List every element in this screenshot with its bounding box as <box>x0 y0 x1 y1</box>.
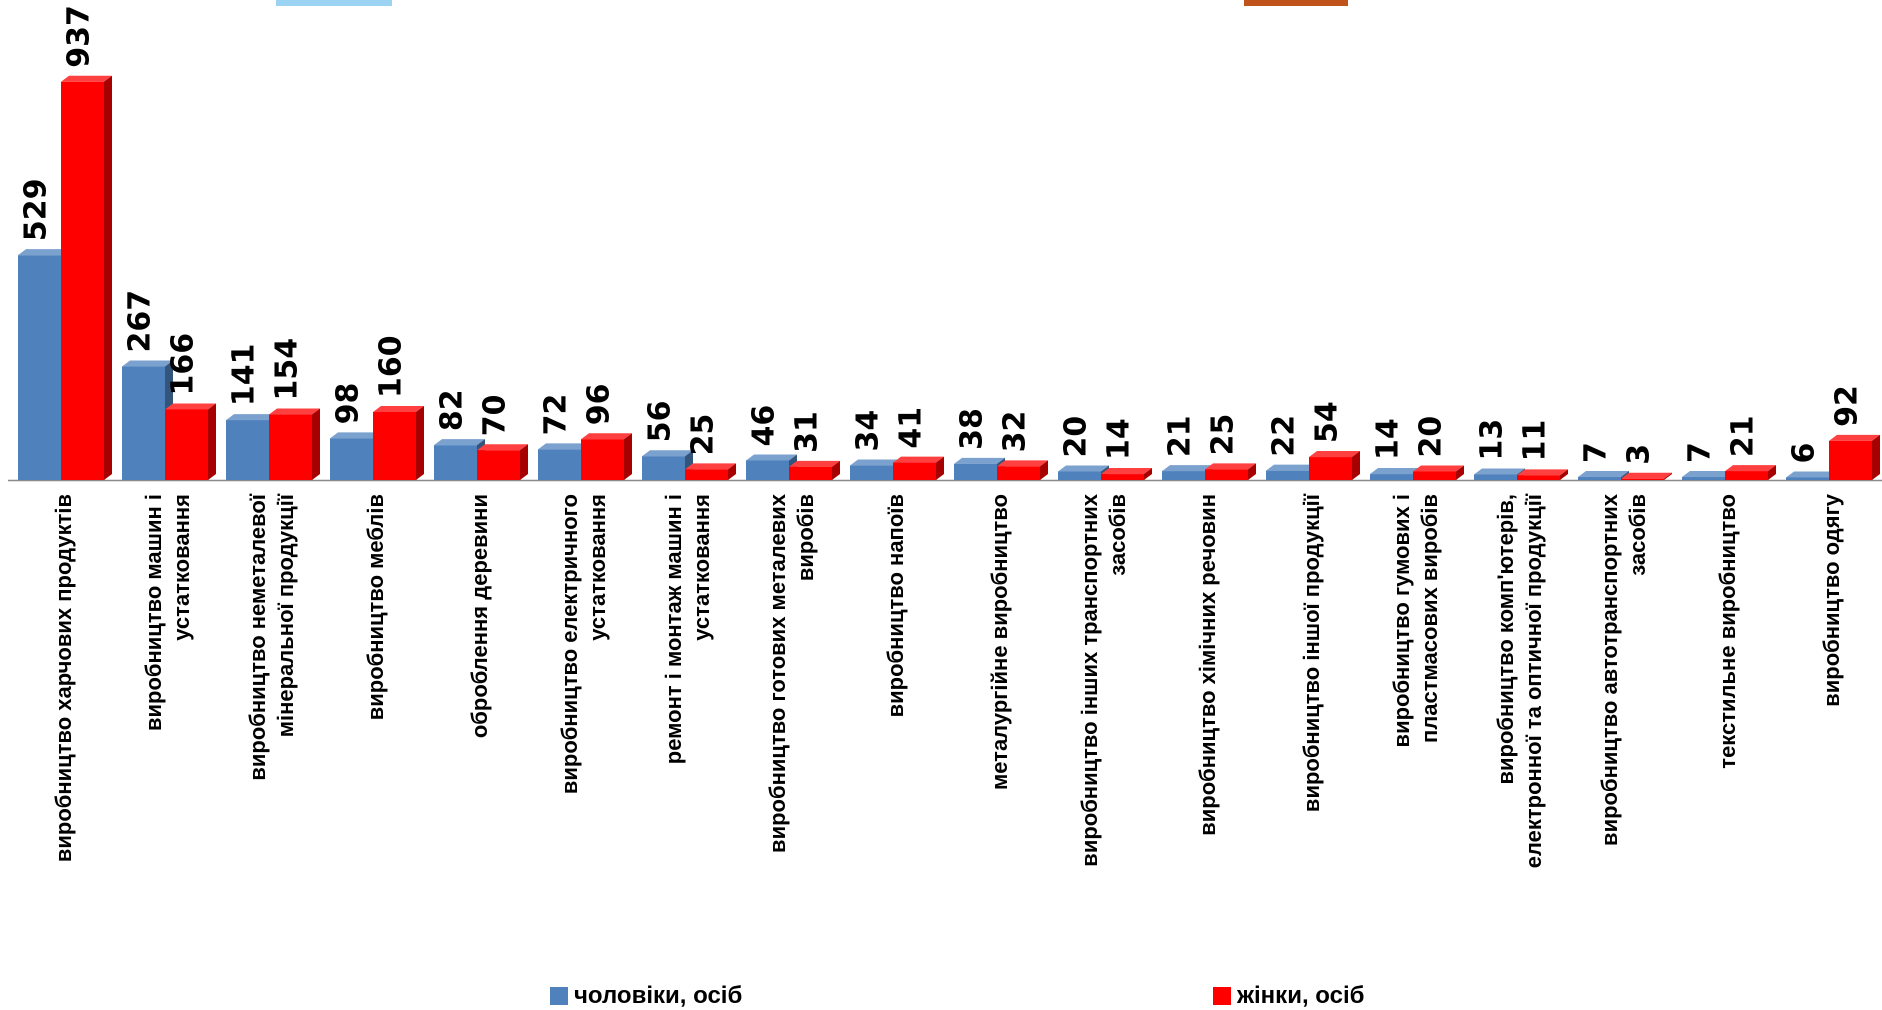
value-label-women-10: 14 <box>1102 418 1137 460</box>
decorative-orange-strip <box>1244 0 1348 6</box>
bar-women-11 <box>1205 463 1256 480</box>
bar-women-3 <box>373 406 424 480</box>
bar-women-0 <box>61 75 112 481</box>
value-label-women-4: 70 <box>478 395 513 437</box>
bar-women-13 <box>1413 465 1464 480</box>
value-label-women-6: 25 <box>686 414 721 456</box>
bar-men-9 <box>954 457 1005 480</box>
value-label-men-13: 14 <box>1371 418 1406 460</box>
value-label-women-13: 20 <box>1414 416 1449 458</box>
category-label-14: виробництво комп'ютерів, електронної та о… <box>1493 493 1546 868</box>
value-label-women-14: 11 <box>1518 420 1553 462</box>
value-label-women-12: 54 <box>1310 401 1345 443</box>
bar-women-4 <box>477 444 528 480</box>
legend-label-men: чоловіки, осіб <box>574 982 743 1009</box>
bar-women-7 <box>789 460 840 480</box>
value-label-men-10: 20 <box>1059 416 1094 458</box>
category-label-1: виробництво машин і устатковання <box>141 494 194 731</box>
value-label-men-9: 38 <box>955 408 990 450</box>
legend-swatch-men <box>550 987 568 1005</box>
legend-item-men: чоловіки, осіб <box>550 982 742 1010</box>
value-label-women-17: 92 <box>1830 385 1865 427</box>
category-label-17: виробництво одягу <box>1819 493 1844 707</box>
value-label-men-7: 46 <box>747 405 782 447</box>
category-label-0: виробництво харчових продуктів <box>51 494 76 862</box>
bar-women-17 <box>1829 434 1880 480</box>
category-label-6: ремонт і монтаж машин і устатковання <box>661 494 714 764</box>
value-label-men-14: 13 <box>1475 419 1510 461</box>
bar-women-9 <box>997 460 1048 480</box>
value-label-women-0: 937 <box>62 5 97 68</box>
value-label-men-3: 98 <box>331 383 366 425</box>
bar-women-14 <box>1517 469 1568 480</box>
value-label-men-11: 21 <box>1163 415 1198 457</box>
value-label-men-17: 6 <box>1787 443 1822 464</box>
legend-item-women: жінки, осіб <box>1213 982 1364 1010</box>
category-label-2: виробництво неметалевої мінеральної проду… <box>245 493 298 780</box>
value-label-women-3: 160 <box>374 335 409 398</box>
value-label-women-15: 3 <box>1622 444 1657 465</box>
bar-women-1 <box>165 403 216 480</box>
category-label-11: виробництво хімічних речовин <box>1195 494 1220 836</box>
category-label-12: виробництво іншої продукції <box>1299 493 1324 812</box>
value-label-men-4: 82 <box>435 389 470 431</box>
legend-swatch-women <box>1213 987 1231 1005</box>
value-label-women-1: 166 <box>166 333 201 396</box>
value-label-men-0: 529 <box>19 179 54 242</box>
value-label-women-11: 25 <box>1206 414 1241 456</box>
category-label-16: текстильне виробництво <box>1715 494 1740 769</box>
category-label-3: виробництво меблів <box>363 494 388 720</box>
bar-women-12 <box>1309 451 1360 480</box>
value-label-men-16: 7 <box>1683 442 1718 463</box>
value-label-women-7: 31 <box>790 411 825 453</box>
bar-women-8 <box>893 456 944 480</box>
value-label-women-8: 41 <box>894 407 929 449</box>
category-label-10: виробництво інших транспортних засобів <box>1077 493 1130 866</box>
bar-women-6 <box>685 463 736 480</box>
bar-women-5 <box>581 433 632 480</box>
category-label-8: виробництво напоїв <box>883 494 908 717</box>
category-label-7: виробництво готових металевих виробів <box>765 493 818 853</box>
decorative-blue-strip <box>276 0 392 6</box>
value-label-men-15: 7 <box>1579 442 1614 463</box>
bar-women-16 <box>1725 465 1776 480</box>
value-label-men-12: 22 <box>1267 415 1302 457</box>
legend-label-women: жінки, осіб <box>1237 982 1365 1009</box>
bar-women-15 <box>1621 472 1672 480</box>
category-label-5: виробництво електричного устатковання <box>557 494 610 794</box>
bar-women-10 <box>1101 468 1152 480</box>
value-label-men-6: 56 <box>643 400 678 442</box>
value-label-men-5: 72 <box>539 394 574 436</box>
chart-legend: чоловіки, осіб жінки, осіб <box>0 982 1882 1010</box>
value-label-women-9: 32 <box>998 411 1033 453</box>
category-label-15: виробництво автотранспортних засобів <box>1597 493 1650 846</box>
value-label-men-1: 267 <box>123 290 158 353</box>
category-label-9: металургійне виробництво <box>987 494 1012 790</box>
value-label-women-5: 96 <box>582 383 617 425</box>
value-label-men-8: 34 <box>851 410 886 452</box>
category-label-4: оброблення деревини <box>467 494 492 738</box>
bar-women-2 <box>269 408 320 480</box>
value-label-men-2: 141 <box>227 343 262 406</box>
category-label-13: виробництво гумових і пластмасових виробі… <box>1389 494 1442 747</box>
value-label-women-16: 21 <box>1726 415 1761 457</box>
value-label-women-2: 154 <box>270 338 305 401</box>
